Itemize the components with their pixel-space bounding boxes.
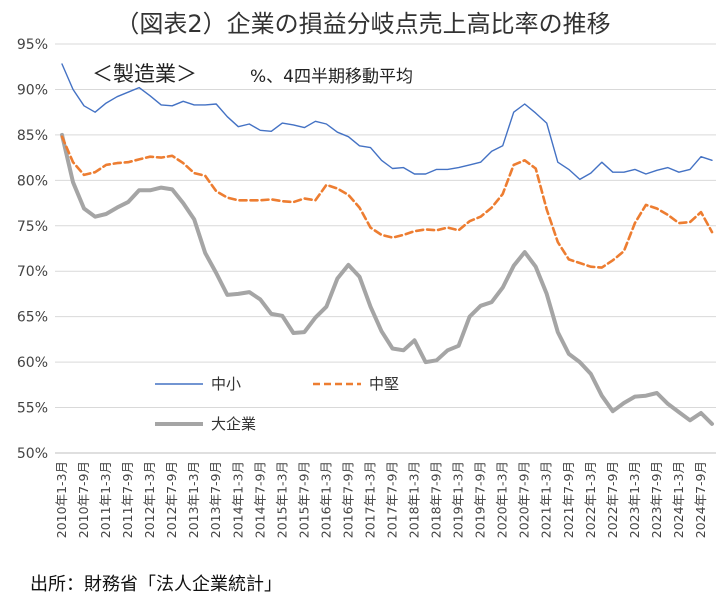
x-tick-label: 2022年1-3月 [583,461,598,538]
x-tick-label: 2010年7-9月 [76,461,91,538]
y-tick-label: 65% [17,310,48,326]
chart-title: （図表2）企業の損益分岐点売上高比率の推移 [115,10,611,38]
x-tick-label: 2016年1-3月 [318,461,333,538]
x-tick-label: 2020年7-9月 [517,461,532,538]
legend-label: 中小 [211,375,241,393]
x-tick-label: 2019年1-3月 [451,461,466,538]
x-tick-label: 2023年7-9月 [649,461,664,538]
y-tick-label: 90% [17,82,48,98]
series-line-midsize [60,135,714,269]
unit-note: %、4四半期移動平均 [250,67,413,87]
x-tick-label: 2021年7-9月 [561,461,576,538]
legend-label: 大企業 [211,415,256,433]
x-tick-label: 2011年1-3月 [98,461,113,538]
chart-subtitle: ＜製造業＞ [92,62,197,86]
y-tick-label: 85% [17,128,48,144]
x-tick-label: 2018年1-3月 [407,461,422,538]
y-tick-label: 75% [17,219,48,235]
x-tick-label: 2024年7-9月 [693,461,708,538]
x-tick-label: 2010年1-3月 [54,461,69,538]
series-line-small [61,63,713,181]
source-note: 出所：財務省「法人企業統計」 [30,574,282,595]
x-tick-label: 2012年1-3月 [142,461,157,538]
x-tick-label: 2011年7-9月 [120,461,135,538]
x-tick-label: 2017年7-9月 [385,461,400,538]
x-tick-label: 2014年7-9月 [252,461,267,538]
x-tick-label: 2020年1-3月 [495,461,510,538]
x-tick-label: 2016年7-9月 [340,461,355,538]
x-tick-label: 2024年1-3月 [671,461,686,538]
y-tick-label: 80% [17,173,48,189]
x-tick-label: 2013年7-9月 [208,461,223,538]
x-tick-label: 2021年1-3月 [539,461,554,538]
y-tick-label: 70% [17,264,48,280]
series-line-large [60,132,714,426]
x-tick-label: 2012年7-9月 [164,461,179,538]
y-tick-label: 60% [17,355,48,371]
x-tick-label: 2015年7-9月 [296,461,311,538]
x-tick-label: 2022年7-9月 [605,461,620,538]
x-tick-label: 2015年1-3月 [274,461,289,538]
x-tick-label: 2023年1-3月 [627,461,642,538]
legend-label: 中堅 [369,375,399,393]
x-tick-label: 2013年1-3月 [186,461,201,538]
x-tick-label: 2017年1-3月 [362,461,377,538]
y-tick-label: 50% [17,446,48,462]
x-tick-label: 2014年1-3月 [230,461,245,538]
y-tick-label: 55% [17,401,48,417]
y-tick-label: 95% [17,37,48,53]
x-tick-label: 2018年7-9月 [429,461,444,538]
x-tick-label: 2019年7-9月 [473,461,488,538]
